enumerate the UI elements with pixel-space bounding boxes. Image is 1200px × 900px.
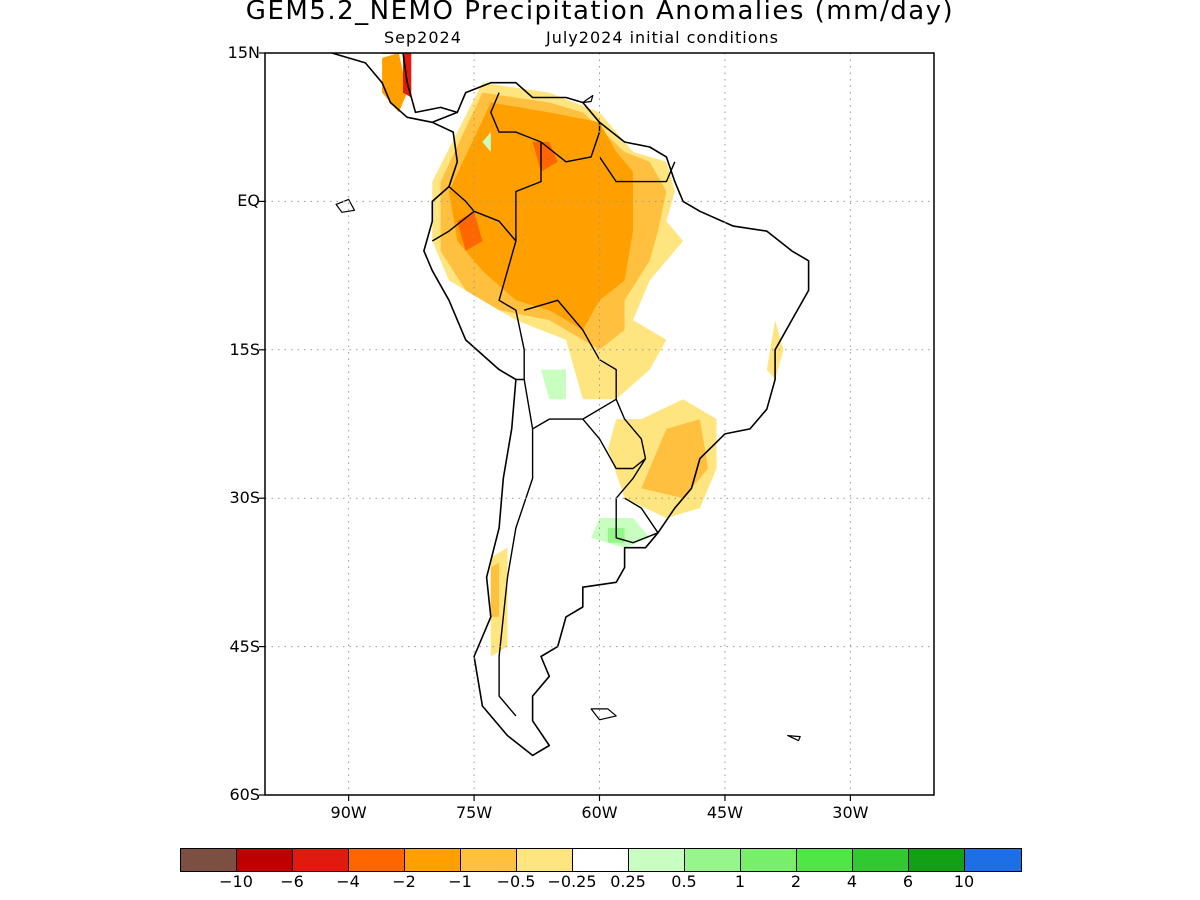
- paraguay-border: [582, 399, 647, 470]
- legend-label: 4: [846, 872, 858, 891]
- lon-label: 30W: [832, 803, 869, 822]
- legend-swatch: [741, 849, 797, 871]
- south-georgia-island: [787, 734, 801, 742]
- guianas-border: [598, 156, 676, 183]
- lat-label: EQ: [237, 191, 260, 211]
- venezuela-border: [540, 122, 601, 163]
- anomaly-zone-wet-025-andes: [482, 132, 491, 152]
- anomaly-zone-dry-05-southeast: [641, 419, 709, 499]
- lat-label: 45S: [229, 636, 260, 656]
- lat-label: 60S: [229, 785, 260, 804]
- color-scale-legend: [180, 848, 1022, 872]
- legend-swatch: [909, 849, 965, 871]
- legend-label: 0.5: [671, 872, 697, 891]
- chile-argentina-border: [498, 428, 534, 717]
- legend-label: −2: [392, 872, 416, 891]
- galapagos-islands: [335, 198, 356, 213]
- anomaly-zone-dry-2-west-amazon: [457, 211, 483, 251]
- lon-label: 75W: [455, 803, 493, 822]
- legend-label: 10: [953, 872, 975, 891]
- anomaly-zone-dry-1: [449, 102, 633, 330]
- lon-label: 60W: [581, 803, 618, 822]
- legend-label: 0.25: [610, 872, 646, 891]
- legend-swatch: [517, 849, 573, 871]
- map-title: GEM5.2_NEMO Precipitation Anomalies (mm/…: [245, 0, 955, 26]
- legend-swatch: [573, 849, 629, 871]
- legend-label: 6: [902, 872, 914, 891]
- lon-label: 90W: [330, 803, 367, 822]
- legend-label: −0.25: [547, 872, 597, 891]
- legend-label: −4: [336, 872, 360, 891]
- legend-swatch: [405, 849, 461, 871]
- legend-label: −6: [280, 872, 304, 891]
- legend-label: −0.5: [496, 872, 536, 891]
- bolivia-border: [523, 299, 617, 430]
- legend-swatch: [293, 849, 349, 871]
- anomaly-zone-wet-025-altiplano: [541, 369, 566, 400]
- initial-conditions-label: July2024 initial conditions: [546, 28, 779, 47]
- peru-brazil-bolivia-border: [498, 240, 525, 381]
- legend-label: 2: [790, 872, 802, 891]
- legend-swatch: [461, 849, 517, 871]
- legend-swatch: [181, 849, 237, 871]
- falkland-islands: [590, 708, 617, 721]
- legend-swatch: [853, 849, 909, 871]
- legend-swatch: [349, 849, 405, 871]
- legend-label: 1: [734, 872, 746, 891]
- legend-swatch: [237, 849, 293, 871]
- central-america-caribbean-coast: [382, 53, 458, 114]
- legend-swatch: [629, 849, 685, 871]
- legend-label: −10: [219, 872, 253, 891]
- legend-swatch: [797, 849, 853, 871]
- uruguay-border: [615, 458, 659, 544]
- colombia-border: [448, 92, 542, 242]
- forecast-month: Sep2024: [384, 28, 462, 47]
- anomaly-zone-dry-05-chile: [490, 562, 500, 617]
- lon-label: 45W: [706, 803, 744, 822]
- south-america-coastline: [423, 81, 810, 757]
- lat-label: 30S: [229, 488, 260, 508]
- lat-label: 15N: [227, 43, 260, 62]
- lat-label: 15S: [229, 339, 260, 359]
- legend-swatch: [685, 849, 741, 871]
- legend-swatch: [965, 849, 1021, 871]
- central-america-pacific-coast: [331, 53, 433, 124]
- trinidad-island: [582, 94, 594, 104]
- legend-label: −1: [448, 872, 472, 891]
- ecuador-peru-border: [431, 210, 475, 242]
